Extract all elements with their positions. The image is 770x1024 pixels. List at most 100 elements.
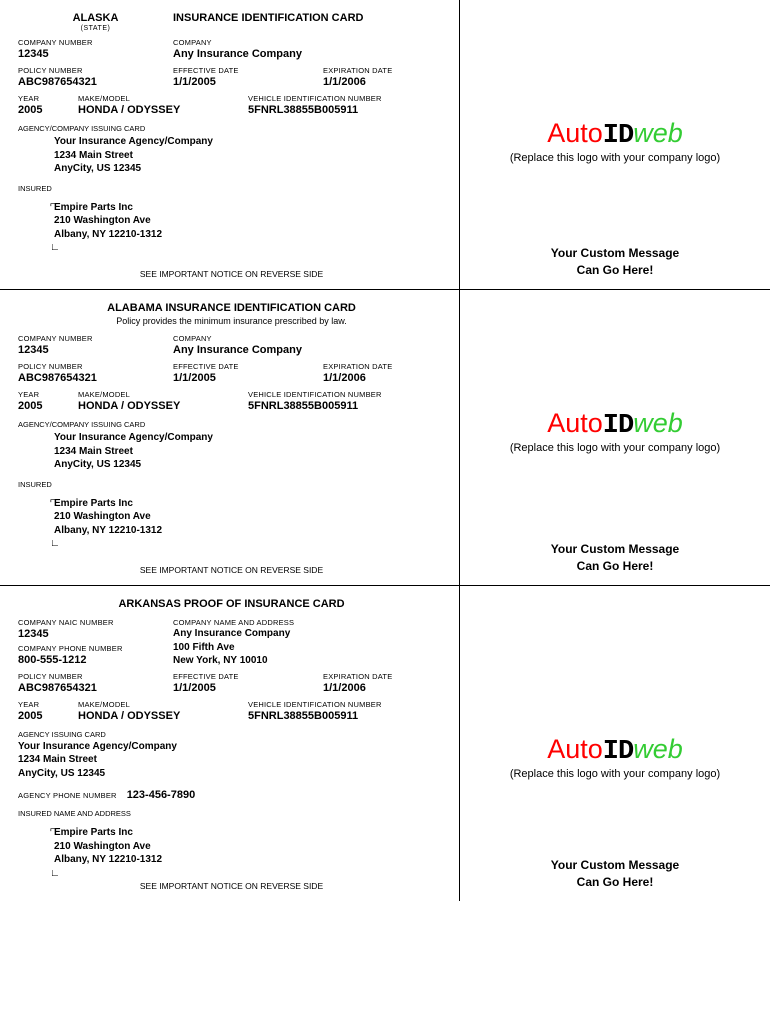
year-label: YEAR <box>18 700 78 709</box>
agency-phone-label: AGENCY PHONE NUMBER <box>18 791 117 800</box>
custom-message-line2: Can Go Here! <box>460 874 770 891</box>
custom-message-line1: Your Custom Message <box>460 245 770 262</box>
company-number-value: 12345 <box>18 344 173 356</box>
custom-message-line1: Your Custom Message <box>460 541 770 558</box>
year-value: 2005 <box>18 710 78 722</box>
expiration-date-label: EXPIRATION DATE <box>323 672 445 681</box>
vin-value: 5FNRL38855B005911 <box>248 104 445 116</box>
reverse-side-note: SEE IMPORTANT NOTICE ON REVERSE SIDE <box>18 881 445 891</box>
expiration-date-value: 1/1/2006 <box>323 76 445 88</box>
agency-phone-value: 123-456-7890 <box>127 789 196 801</box>
card-row-arkansas: ARKANSAS PROOF OF INSURANCE CARD COMPANY… <box>0 586 770 901</box>
insured-line3: Albany, NY 12210-1312 <box>54 853 445 867</box>
custom-message-line2: Can Go Here! <box>460 262 770 279</box>
card-left-arkansas: ARKANSAS PROOF OF INSURANCE CARD COMPANY… <box>0 586 460 901</box>
custom-message: Your Custom Message Can Go Here! <box>460 857 770 891</box>
card-title: INSURANCE IDENTIFICATION CARD <box>173 12 445 32</box>
logo-part-auto: Auto <box>547 118 603 148</box>
agency-line3: AnyCity, US 12345 <box>18 767 445 781</box>
insured-line3: Albany, NY 12210-1312 <box>54 524 445 538</box>
card-right-alabama: AutoIDweb (Replace this logo with your c… <box>460 290 770 585</box>
corner-mark-icon: ∟ <box>50 242 60 253</box>
logo-block: AutoIDweb (Replace this logo with your c… <box>470 410 760 454</box>
agency-section-label: AGENCY ISSUING CARD <box>18 730 445 739</box>
card-subtitle: Policy provides the minimum insurance pr… <box>18 316 445 326</box>
logo-part-web: web <box>633 734 683 764</box>
logo-part-web: web <box>633 408 683 438</box>
logo-part-id: ID <box>603 737 633 767</box>
company-number-label: COMPANY NUMBER <box>18 334 173 343</box>
logo-part-id: ID <box>603 411 633 441</box>
effective-date-value: 1/1/2005 <box>173 682 323 694</box>
effective-date-value: 1/1/2005 <box>173 372 323 384</box>
vin-label: VEHICLE IDENTIFICATION NUMBER <box>248 94 445 103</box>
insured-line1: Empire Parts Inc <box>54 201 445 215</box>
make-model-label: MAKE/MODEL <box>78 390 248 399</box>
state-sublabel: (STATE) <box>18 25 173 32</box>
vin-value: 5FNRL38855B005911 <box>248 400 445 412</box>
logo-part-web: web <box>633 118 683 148</box>
logo-part-auto: Auto <box>547 734 603 764</box>
corner-mark-icon: ∟ <box>50 868 60 879</box>
agency-line1: Your Insurance Agency/Company <box>54 135 445 149</box>
effective-date-label: EFFECTIVE DATE <box>173 362 323 371</box>
insured-section-label: INSURED <box>18 184 445 193</box>
logo-block: AutoIDweb (Replace this logo with your c… <box>470 736 760 780</box>
logo-caption: (Replace this logo with your company log… <box>470 152 760 164</box>
agency-address: Your Insurance Agency/Company 1234 Main … <box>54 135 445 176</box>
year-value: 2005 <box>18 400 78 412</box>
company-addr-line1: Any Insurance Company <box>173 627 445 641</box>
insured-address: Empire Parts Inc 210 Washington Ave Alba… <box>54 826 445 867</box>
custom-message-line2: Can Go Here! <box>460 558 770 575</box>
card-right-arkansas: AutoIDweb (Replace this logo with your c… <box>460 586 770 901</box>
year-value: 2005 <box>18 104 78 116</box>
make-model-value: HONDA / ODYSSEY <box>78 104 248 116</box>
effective-date-label: EFFECTIVE DATE <box>173 672 323 681</box>
insured-address: Empire Parts Inc 210 Washington Ave Alba… <box>54 497 445 538</box>
custom-message: Your Custom Message Can Go Here! <box>460 245 770 279</box>
insured-line3: Albany, NY 12210-1312 <box>54 228 445 242</box>
expiration-date-label: EXPIRATION DATE <box>323 66 445 75</box>
company-name-addr-label: COMPANY NAME AND ADDRESS <box>173 618 445 627</box>
policy-number-value: ABC987654321 <box>18 76 173 88</box>
insured-line2: 210 Washington Ave <box>54 510 445 524</box>
company-phone-value: 800-555-1212 <box>18 654 445 666</box>
company-value: Any Insurance Company <box>173 344 323 356</box>
insured-section-label: INSURED <box>18 480 445 489</box>
effective-date-value: 1/1/2005 <box>173 76 323 88</box>
agency-line2: 1234 Main Street <box>54 445 445 459</box>
card-title: ARKANSAS PROOF OF INSURANCE CARD <box>18 598 445 610</box>
logo-part-id: ID <box>603 121 633 151</box>
agency-line1: Your Insurance Agency/Company <box>54 431 445 445</box>
card-left-alaska: ALASKA (STATE) INSURANCE IDENTIFICATION … <box>0 0 460 289</box>
corner-mark-icon: ⌐ <box>50 495 56 506</box>
company-phone-label: COMPANY PHONE NUMBER <box>18 644 445 653</box>
page-container: ALASKA (STATE) INSURANCE IDENTIFICATION … <box>0 0 770 901</box>
corner-mark-icon: ⌐ <box>50 199 56 210</box>
expiration-date-value: 1/1/2006 <box>323 372 445 384</box>
company-number-label: COMPANY NUMBER <box>18 38 173 47</box>
policy-number-value: ABC987654321 <box>18 682 173 694</box>
policy-number-value: ABC987654321 <box>18 372 173 384</box>
expiration-date-label: EXPIRATION DATE <box>323 362 445 371</box>
logo-part-auto: Auto <box>547 408 603 438</box>
year-label: YEAR <box>18 94 78 103</box>
card-title: ALABAMA INSURANCE IDENTIFICATION CARD <box>18 302 445 314</box>
insured-line2: 210 Washington Ave <box>54 840 445 854</box>
reverse-side-note: SEE IMPORTANT NOTICE ON REVERSE SIDE <box>18 269 445 279</box>
custom-message-line1: Your Custom Message <box>460 857 770 874</box>
agency-line1: Your Insurance Agency/Company <box>18 740 445 754</box>
card-row-alaska: ALASKA (STATE) INSURANCE IDENTIFICATION … <box>0 0 770 290</box>
card-row-alabama: ALABAMA INSURANCE IDENTIFICATION CARD Po… <box>0 290 770 586</box>
card-left-alabama: ALABAMA INSURANCE IDENTIFICATION CARD Po… <box>0 290 460 585</box>
make-model-value: HONDA / ODYSSEY <box>78 400 248 412</box>
agency-section-label: AGENCY/COMPANY ISSUING CARD <box>18 124 445 133</box>
card-right-alaska: AutoIDweb (Replace this logo with your c… <box>460 0 770 289</box>
custom-message: Your Custom Message Can Go Here! <box>460 541 770 575</box>
state-name: ALASKA <box>18 12 173 24</box>
logo-block: AutoIDweb (Replace this logo with your c… <box>470 120 760 164</box>
agency-line3: AnyCity, US 12345 <box>54 162 445 176</box>
insured-section-label: INSURED NAME AND ADDRESS <box>18 809 445 818</box>
agency-line2: 1234 Main Street <box>18 753 445 767</box>
corner-mark-icon: ⌐ <box>50 824 56 835</box>
